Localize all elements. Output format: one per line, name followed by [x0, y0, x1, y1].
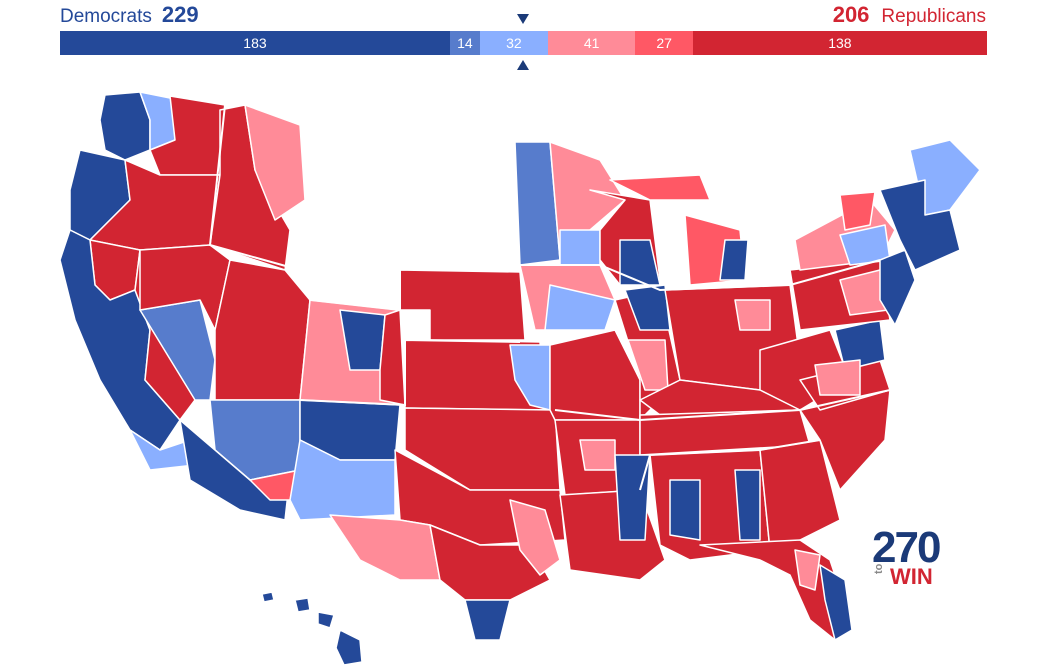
- state-border-line: [554, 389, 891, 422]
- state-border-line: [208, 104, 401, 312]
- map-region-kansas-city[interactable]: [509, 344, 551, 411]
- logo-270-text: 270: [872, 523, 941, 572]
- map-region-mississippi-delta[interactable]: [614, 454, 651, 541]
- map-region-colorado-east[interactable]: [379, 309, 406, 406]
- bar-segment-leans-r: 41: [547, 31, 636, 55]
- 270towin-logo: 270 to WIN: [872, 526, 952, 592]
- map-region-minnesota-metro[interactable]: [559, 229, 601, 266]
- logo-win-text: WIN: [890, 564, 933, 589]
- map-region-hawaii-oahu[interactable]: [294, 597, 311, 613]
- map-region-new-jersey-nyc[interactable]: [879, 249, 916, 326]
- map-region-iowa-east[interactable]: [544, 284, 616, 331]
- majority-marker-bottom: [517, 60, 529, 70]
- republicans-total: 206: [832, 2, 870, 27]
- map-region-arkansas-central[interactable]: [579, 439, 616, 471]
- map-region-ohio-columbus[interactable]: [734, 299, 771, 331]
- bar-segment-leans-d: 32: [479, 31, 548, 55]
- map-region-michigan-detroit[interactable]: [719, 239, 749, 281]
- bar-segment-safe-r: 138: [692, 31, 987, 55]
- bar-segment-likely-d: 14: [449, 31, 480, 55]
- bar-segment-likely-r: 27: [635, 31, 693, 55]
- democrats-total: 229: [161, 2, 199, 27]
- map-region-virginia-leans[interactable]: [814, 359, 861, 396]
- map-region-hawaii-kauai[interactable]: [261, 591, 275, 603]
- republicans-header: 206 Republicans: [833, 2, 986, 30]
- map-region-utah[interactable]: [214, 259, 311, 401]
- map-region-new-york-north[interactable]: [839, 191, 876, 231]
- map-region-missouri[interactable]: [549, 329, 641, 421]
- map-region-new-mexico-south[interactable]: [289, 439, 396, 521]
- map-region-northern-plains[interactable]: [399, 269, 526, 341]
- republicans-label: Republicans: [881, 6, 986, 27]
- state-border-line: [639, 439, 821, 491]
- map-region-washington-west[interactable]: [99, 91, 151, 161]
- democrats-header: Democrats 229: [60, 2, 199, 30]
- democrats-label: Democrats: [60, 6, 152, 27]
- map-region-texas-west[interactable]: [329, 514, 441, 581]
- seat-count-bar: 183 14 32 41 27 138: [60, 31, 987, 55]
- logo-to-text: to: [873, 563, 885, 574]
- state-border-line: [520, 259, 881, 292]
- map-region-texas-houston[interactable]: [509, 499, 561, 576]
- map-region-georgia-south[interactable]: [734, 469, 761, 541]
- majority-marker-top: [517, 14, 529, 24]
- bar-segment-safe-d: 183: [60, 31, 450, 55]
- state-border-line: [299, 338, 521, 407]
- map-region-alabama-black-belt[interactable]: [669, 479, 701, 541]
- map-region-texas-central[interactable]: [429, 524, 551, 601]
- map-region-texas-south[interactable]: [464, 599, 511, 641]
- map-region-florida-tampa[interactable]: [794, 549, 821, 591]
- map-region-montana[interactable]: [244, 104, 306, 221]
- map-region-new-england[interactable]: [879, 179, 961, 271]
- map-region-florida-south[interactable]: [819, 564, 853, 641]
- map-region-hawaii-big-island[interactable]: [335, 629, 363, 666]
- map-region-hawaii-maui[interactable]: [317, 611, 335, 629]
- map-region-michigan-upper[interactable]: [609, 174, 711, 201]
- map-region-louisiana[interactable]: [559, 489, 666, 581]
